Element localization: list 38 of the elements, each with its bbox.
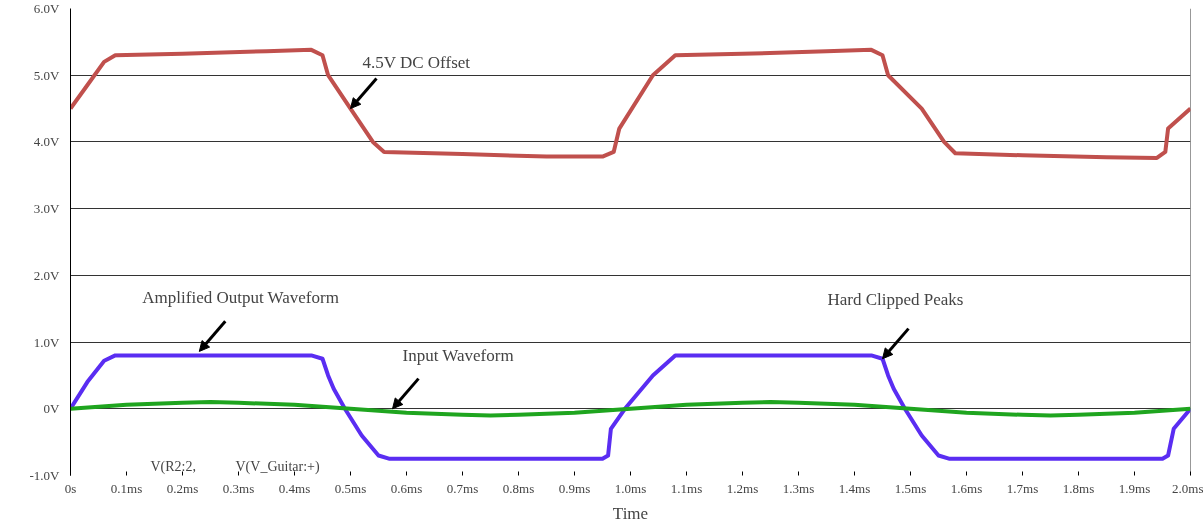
x-tick-label: 1.7ms: [1006, 480, 1039, 496]
x-tick-label: 2.0ms: [1172, 480, 1203, 496]
y-tick-label: 3.0V: [33, 201, 61, 217]
x-tick-label: 0.5ms: [334, 480, 367, 496]
y-tick-label: 5.0V: [33, 67, 61, 83]
line-series: [70, 47, 1191, 160]
x-tick-label: 1.3ms: [782, 480, 815, 496]
x-tick-label: 1.2ms: [726, 480, 759, 496]
x-tick-label: 0.2ms: [166, 480, 199, 496]
x-tick-label: 0.1ms: [110, 480, 143, 496]
x-tick-label: 1.1ms: [670, 480, 703, 496]
x-tick-label: 0.6ms: [390, 480, 423, 496]
line-series: [70, 400, 1191, 418]
y-tick-label: -1.0V: [29, 468, 61, 483]
y-tick-label: 0V: [43, 401, 61, 417]
x-tick-label: 0.7ms: [446, 480, 479, 496]
x-tick-label: 1.0ms: [614, 480, 647, 496]
x-tick-label: 1.4ms: [838, 480, 871, 496]
y-tick-label: 6.0V: [33, 1, 61, 16]
x-tick-label: 1.9ms: [1118, 480, 1151, 496]
y-tick-label: 1.0V: [33, 334, 61, 350]
x-tick-label: 1.5ms: [894, 480, 927, 496]
annotation: V(V_Guitar:+): [235, 458, 320, 475]
y-tick-label: 2.0V: [33, 267, 61, 283]
x-tick-label: 0.9ms: [558, 480, 591, 496]
x-tick-label: 1.8ms: [1062, 480, 1095, 496]
x-tick-label: 0.4ms: [278, 480, 311, 496]
annotation: V(R2:2,: [150, 458, 196, 475]
annotation: 4.5V DC Offset: [362, 52, 471, 72]
y-tick-label: 4.0V: [33, 134, 61, 150]
x-tick-label: 1.6ms: [950, 480, 983, 496]
x-axis-title: Time: [612, 503, 649, 523]
x-tick-label: 0s: [64, 480, 77, 496]
annotation: Amplified Output Waveform: [142, 288, 339, 308]
annotation: Hard Clipped Peaks: [827, 289, 964, 309]
annotation: Input Waveform: [402, 345, 514, 365]
x-tick-label: 0.8ms: [502, 480, 535, 496]
x-tick-label: 0.3ms: [222, 480, 255, 496]
